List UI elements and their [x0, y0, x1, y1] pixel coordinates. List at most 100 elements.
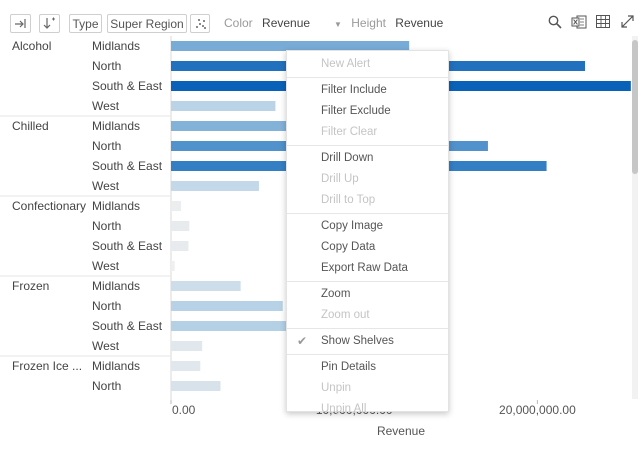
row-label[interactable]: North: [92, 379, 121, 393]
row-label[interactable]: North: [92, 139, 121, 153]
menu-item-label: Filter Clear: [321, 126, 378, 138]
group-label[interactable]: Chilled: [12, 119, 49, 133]
row-label[interactable]: Midlands: [92, 119, 140, 133]
menu-item-show-shelves[interactable]: ✔ Show Shelves: [287, 331, 448, 351]
menu-item-copy-data[interactable]: Copy Data: [287, 237, 448, 257]
menu-item-label: Export Raw Data: [321, 262, 408, 274]
expand-button[interactable]: [618, 14, 636, 32]
excel-icon: [571, 15, 587, 32]
bar[interactable]: [171, 221, 190, 231]
group-label[interactable]: Frozen Ice ...: [12, 359, 82, 373]
menu-item-label: Pin Details: [321, 361, 376, 373]
scrollbar-track[interactable]: [632, 36, 638, 399]
row-label[interactable]: North: [92, 299, 121, 313]
row-label[interactable]: Midlands: [92, 39, 140, 53]
menu-separator: [287, 281, 448, 282]
sort-icon: [43, 17, 56, 30]
super-region-button[interactable]: Super Region: [107, 14, 187, 33]
bar[interactable]: [171, 301, 283, 311]
menu-separator: [287, 354, 448, 355]
bar[interactable]: [171, 41, 410, 51]
menu-item-unpin-all: Unpin All: [287, 399, 448, 419]
menu-item-export-raw-data[interactable]: Export Raw Data: [287, 258, 448, 278]
bar[interactable]: [171, 261, 175, 271]
search-button[interactable]: [546, 14, 564, 32]
menu-separator: [287, 328, 448, 329]
scatter-button[interactable]: [190, 14, 210, 33]
row-label[interactable]: Midlands: [92, 279, 140, 293]
row-label[interactable]: West: [92, 99, 120, 113]
row-label[interactable]: West: [92, 259, 120, 273]
bar[interactable]: [171, 281, 241, 291]
menu-item-filter-include[interactable]: Filter Include: [287, 80, 448, 100]
height-shelf[interactable]: ▼ Height Revenue: [334, 16, 443, 30]
row-label[interactable]: South & East: [92, 319, 163, 333]
row-label[interactable]: South & East: [92, 239, 163, 253]
menu-item-pin-details[interactable]: Pin Details: [287, 357, 448, 377]
scrollbar-thumb[interactable]: [632, 40, 638, 174]
row-label[interactable]: South & East: [92, 159, 163, 173]
menu-item-zoom[interactable]: Zoom: [287, 284, 448, 304]
row-label[interactable]: North: [92, 59, 121, 73]
caret-down-icon: ▼: [334, 20, 342, 29]
group-label[interactable]: Confectionary: [12, 199, 86, 213]
swap-axes-icon: [14, 18, 27, 29]
export-excel-button[interactable]: [570, 14, 588, 32]
bar[interactable]: [171, 241, 189, 251]
row-label[interactable]: North: [92, 219, 121, 233]
row-label[interactable]: West: [92, 339, 120, 353]
menu-item-label: Unpin All: [321, 403, 367, 415]
color-label: Color: [224, 16, 253, 30]
menu-item-label: Copy Image: [321, 220, 384, 232]
height-value: Revenue: [395, 16, 444, 30]
height-label: Height: [351, 16, 386, 30]
type-button[interactable]: Type: [69, 14, 102, 33]
menu-item-zoom-out: Zoom out: [287, 305, 448, 325]
menu-item-new-alert: New Alert: [287, 54, 448, 74]
context-menu: New Alert Filter Include Filter Exclude Fil…: [286, 50, 449, 415]
menu-item-copy-image[interactable]: Copy Image: [287, 216, 448, 236]
menu-item-label: Drill Down: [321, 152, 374, 164]
menu-item-unpin: Unpin: [287, 378, 448, 398]
menu-item-label: Zoom out: [321, 309, 370, 321]
menu-item-label: Zoom: [321, 288, 351, 300]
menu-item-label: Drill to Top: [321, 194, 376, 206]
search-icon: [548, 15, 562, 32]
swap-axes-button[interactable]: [10, 14, 31, 33]
type-button-label: Type: [72, 16, 99, 31]
row-label[interactable]: Midlands: [92, 199, 140, 213]
group-label[interactable]: Frozen: [12, 279, 49, 293]
menu-item-label: New Alert: [321, 58, 371, 70]
bar[interactable]: [171, 321, 289, 331]
table-icon: [596, 15, 610, 31]
row-label[interactable]: Midlands: [92, 359, 140, 373]
bar[interactable]: [171, 361, 201, 371]
menu-item-label: Filter Exclude: [321, 105, 391, 117]
expand-icon: [620, 15, 634, 31]
menu-item-label: Copy Data: [321, 241, 376, 253]
menu-item-filter-exclude[interactable]: Filter Exclude: [287, 101, 448, 121]
bar[interactable]: [171, 181, 259, 191]
bar[interactable]: [171, 201, 182, 211]
x-axis-label: Revenue: [377, 424, 425, 438]
menu-item-label: Filter Include: [321, 84, 387, 96]
color-value: Revenue: [262, 16, 311, 30]
super-region-label: Super Region: [110, 16, 184, 31]
menu-item-drill-down[interactable]: Drill Down: [287, 148, 448, 168]
menu-item-drill-to-top: Drill to Top: [287, 190, 448, 210]
sort-button[interactable]: [39, 14, 60, 33]
color-shelf[interactable]: Color Revenue: [224, 16, 310, 30]
row-label[interactable]: South & East: [92, 79, 163, 93]
bar[interactable]: [171, 101, 276, 111]
menu-item-drill-up: Drill Up: [287, 169, 448, 189]
row-label[interactable]: West: [92, 179, 120, 193]
table-view-button[interactable]: [594, 14, 612, 32]
bar[interactable]: [171, 341, 203, 351]
group-label[interactable]: Alcohol: [12, 39, 51, 53]
bar[interactable]: [171, 121, 388, 131]
x-tick-label: 20,000,000.00: [499, 403, 576, 417]
x-tick-label: 0.00: [172, 403, 196, 417]
bar[interactable]: [171, 381, 221, 391]
menu-separator: [287, 77, 448, 78]
menu-item-filter-clear: Filter Clear: [287, 122, 448, 142]
